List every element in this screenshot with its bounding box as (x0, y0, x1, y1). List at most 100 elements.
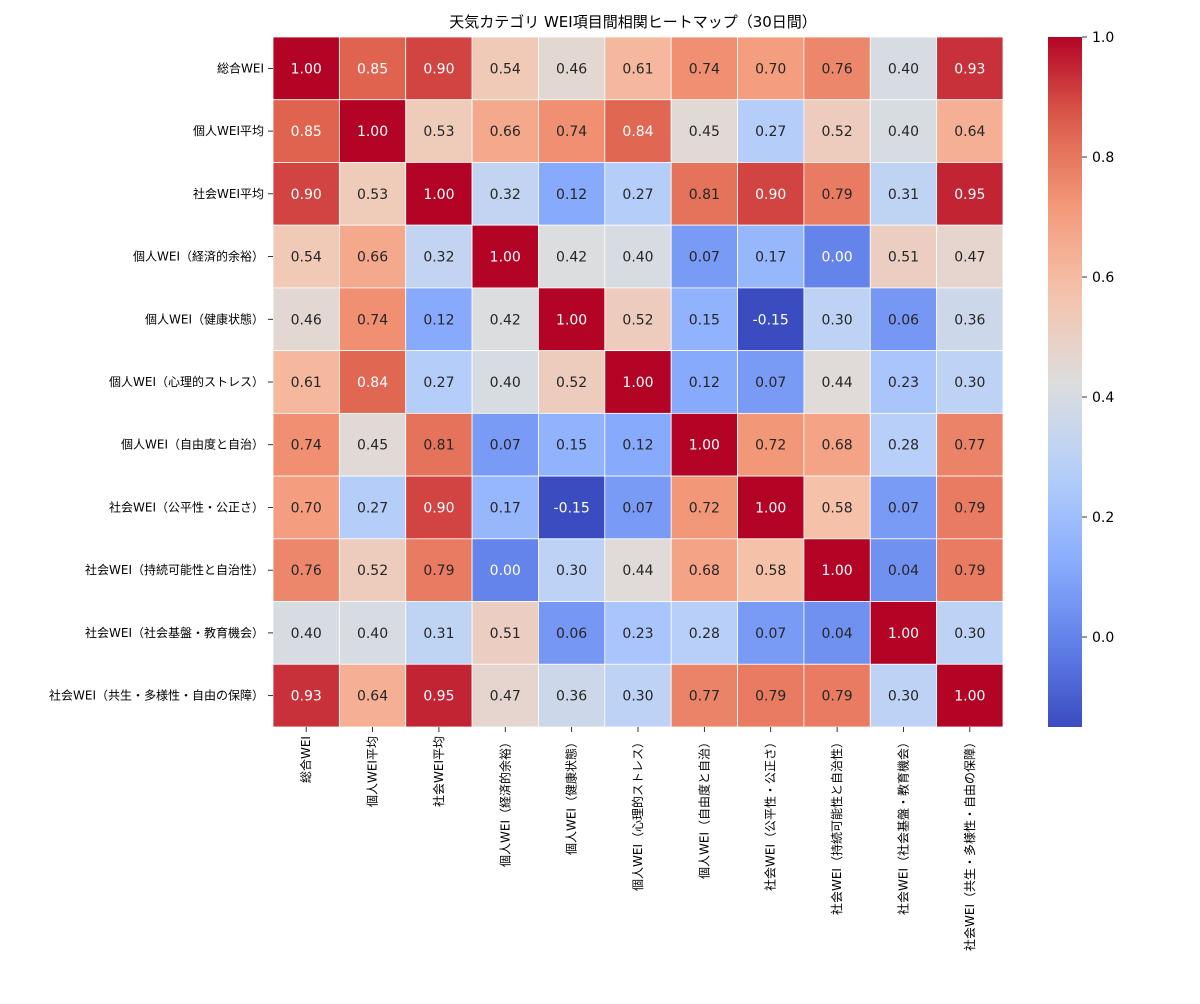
y-tick-label: 個人WEI平均 (193, 124, 264, 138)
colorbar-tick-label: 0.8 (1092, 150, 1114, 166)
heatmap-cell (936, 287, 1004, 352)
heatmap-cell (471, 350, 539, 414)
heatmap-cell (803, 224, 871, 289)
y-tick-label: 総合WEI (217, 60, 264, 75)
y-tick-label: 社会WEI（社会基盤・教育機会） (85, 625, 264, 640)
cell-value-label: 0.77 (689, 689, 720, 705)
cell-value-label: 0.51 (888, 250, 919, 266)
cell-value-label: 0.07 (490, 438, 521, 454)
heatmap-cell (936, 601, 1004, 665)
cell-value-label: 0.77 (954, 438, 985, 454)
heatmap-cell (338, 412, 407, 477)
cell-value-label: 0.47 (490, 689, 521, 705)
cell-value-label: 0.27 (755, 124, 786, 140)
cell-value-label: 0.47 (954, 250, 985, 266)
heatmap-cell (803, 663, 871, 728)
colorbar-tick-label: 0.0 (1092, 630, 1114, 646)
heatmap-cell (869, 538, 938, 602)
y-tick-label: 社会WEI（共生・多様性・自由の保障） (49, 688, 264, 703)
x-tick-label: 個人WEI（心理的ストレス） (630, 736, 645, 891)
heatmap-cell (405, 99, 473, 163)
heatmap-cell (869, 99, 938, 163)
heatmap-cell (670, 475, 738, 540)
heatmap-cell (272, 99, 340, 163)
heatmap-cell (936, 350, 1004, 414)
heatmap-cell (471, 287, 539, 352)
cell-value-label: 0.84 (357, 375, 388, 391)
cell-value-label: 0.30 (954, 626, 985, 642)
cell-value-label: 0.81 (423, 438, 454, 454)
heatmap-cell (604, 475, 672, 540)
cell-value-label: 0.07 (755, 375, 786, 391)
heatmap-cell (338, 224, 407, 289)
heatmap-cell (471, 36, 539, 101)
heatmap-cell (670, 224, 738, 289)
heatmap-cell (405, 287, 473, 352)
cell-value-label: 0.64 (954, 124, 985, 140)
heatmap-cell (604, 36, 672, 101)
y-tick-label: 個人WEI（経済的余裕） (133, 249, 264, 264)
heatmap-cell (737, 36, 805, 101)
cell-value-label: 0.40 (888, 61, 919, 77)
x-tick-label: 個人WEI（健康状態） (564, 736, 579, 855)
x-tick-label: 社会WEI（社会基盤・教育機会） (895, 736, 910, 915)
heatmap-cell (272, 36, 340, 101)
heatmap-cell (604, 287, 672, 352)
cell-value-label: 0.66 (490, 124, 521, 140)
cell-value-label: 0.00 (822, 250, 853, 266)
colorbar-tick-label: 0.2 (1092, 510, 1114, 526)
cell-value-label: 0.04 (822, 626, 853, 642)
cell-value-label: 0.68 (822, 438, 853, 454)
heatmap-cell (538, 663, 606, 728)
cell-value-label: 1.00 (423, 187, 454, 203)
y-tick-label: 社会WEI平均 (193, 186, 264, 201)
cell-value-label: 0.06 (556, 626, 587, 642)
cell-value-label: 0.45 (689, 124, 720, 140)
heatmap-cell (936, 412, 1004, 477)
heatmap-cell (803, 99, 871, 163)
cell-value-label: 1.00 (556, 312, 587, 328)
cell-value-label: 0.90 (423, 500, 454, 516)
heatmap-cell (338, 36, 407, 101)
x-tick-label: 社会WEI（持続可能性と自治性） (829, 736, 844, 915)
cell-value-label: 0.36 (954, 312, 985, 328)
cell-value-label: 0.76 (822, 61, 853, 77)
colorbar-tick-label: 0.4 (1092, 390, 1114, 406)
cell-value-label: 0.90 (423, 61, 454, 77)
cell-value-label: 1.00 (490, 250, 521, 266)
cell-value-label: 0.68 (689, 563, 720, 579)
heatmap-cell (604, 412, 672, 477)
heatmap-cell (405, 162, 473, 226)
cell-value-label: 0.23 (622, 626, 653, 642)
heatmap-cell (538, 601, 606, 665)
cell-value-label: 0.79 (954, 563, 985, 579)
chart-title: 天気カテゴリ WEI項目間相関ヒートマップ（30日間） (449, 13, 817, 31)
cell-value-label: 0.46 (291, 312, 322, 328)
cell-value-label: 0.28 (689, 626, 720, 642)
x-tick-label: 総合WEI (298, 736, 313, 783)
heatmap-cell (737, 412, 805, 477)
cell-value-label: 0.52 (357, 563, 388, 579)
cell-value-label: 0.00 (490, 563, 521, 579)
cell-value-label: 1.00 (357, 124, 388, 140)
cell-value-label: 0.30 (888, 689, 919, 705)
cell-value-label: 1.00 (888, 626, 919, 642)
x-tick-label: 社会WEI（共生・多様性・自由の保障） (962, 736, 977, 951)
colorbar-tick-label: 0.6 (1092, 270, 1114, 286)
cell-value-label: 0.23 (888, 375, 919, 391)
heatmap-cell (670, 99, 738, 163)
heatmap-cell (803, 601, 871, 665)
cell-value-label: 0.90 (291, 187, 322, 203)
heatmap-cell (737, 475, 805, 540)
colorbar (1048, 37, 1082, 727)
heatmap-cells (272, 36, 1004, 728)
cell-value-label: 0.40 (291, 626, 322, 642)
heatmap-cell (936, 663, 1004, 728)
heatmap-cell (272, 162, 340, 226)
heatmap-cell (869, 224, 938, 289)
cell-value-label: 0.40 (622, 250, 653, 266)
x-tick-label: 個人WEI平均 (366, 736, 380, 807)
cell-value-label: 0.07 (622, 500, 653, 516)
